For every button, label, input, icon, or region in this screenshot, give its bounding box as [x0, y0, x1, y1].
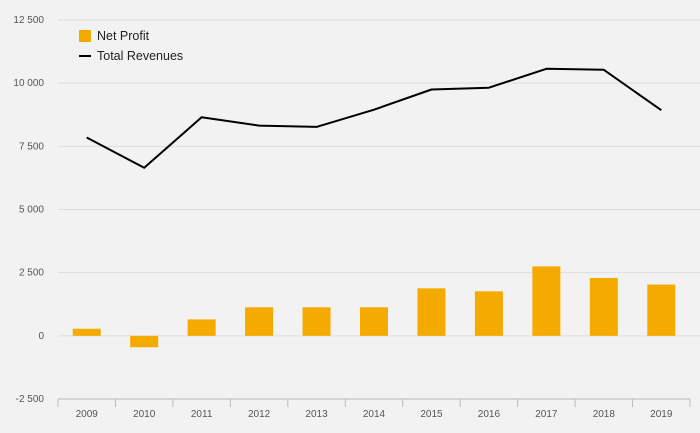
x-axis: 2009 2010 2011 2012 2013 2014 2015 2016 2017 2018…	[57, 398, 691, 420]
legend: Net Profit Total Revenues	[79, 29, 183, 63]
legend-label-total-revenues: Total Revenues	[97, 49, 183, 63]
total-revenues-line-group	[86, 67, 662, 169]
net-profit-bar-2016	[474, 291, 503, 336]
net-profit-bar-2017	[532, 266, 561, 336]
net-profit-bar-2015	[417, 288, 446, 336]
net-profit-bar-2011	[187, 319, 216, 336]
y-tick-label: -2 500	[16, 394, 45, 405]
y-tick-label: 2 500	[19, 268, 44, 279]
legend-label-net-profit: Net Profit	[97, 29, 150, 43]
x-tick-label: 2009	[76, 409, 99, 420]
net-profit-bar-2010	[130, 335, 159, 348]
total-revenues-line	[86, 67, 662, 169]
x-tick-label: 2013	[305, 409, 328, 420]
y-tick-label: 12 500	[13, 15, 44, 26]
x-tick-label: 2018	[593, 409, 616, 420]
y-tick-label: 5 000	[19, 205, 44, 216]
net-profit-bar-2018	[589, 277, 618, 336]
net-profit-bar-2009	[72, 328, 101, 336]
net-profit-bars	[72, 266, 676, 348]
legend-swatch-net-profit	[79, 30, 91, 42]
x-tick-label: 2015	[420, 409, 443, 420]
x-tick-label: 2011	[191, 409, 213, 420]
net-profit-bar-2013	[302, 307, 331, 336]
y-axis-tick-labels: -2 500 0 2 500 5 000 7 500 10 000 12 500	[13, 15, 44, 405]
x-tick-label: 2012	[248, 409, 271, 420]
x-tick-label: 2016	[478, 409, 501, 420]
y-tick-label: 10 000	[13, 78, 44, 89]
net-profit-bar-2019	[647, 284, 676, 336]
y-tick-label: 7 500	[19, 141, 44, 152]
x-tick-label: 2017	[535, 409, 558, 420]
net-profit-bar-2014	[360, 307, 388, 336]
x-tick-label: 2014	[363, 409, 386, 420]
gridlines	[58, 19, 700, 337]
x-tick-label: 2010	[133, 409, 156, 420]
y-tick-label: 0	[38, 331, 44, 342]
x-tick-label: 2019	[650, 409, 673, 420]
net-profit-bar-2012	[245, 307, 274, 336]
